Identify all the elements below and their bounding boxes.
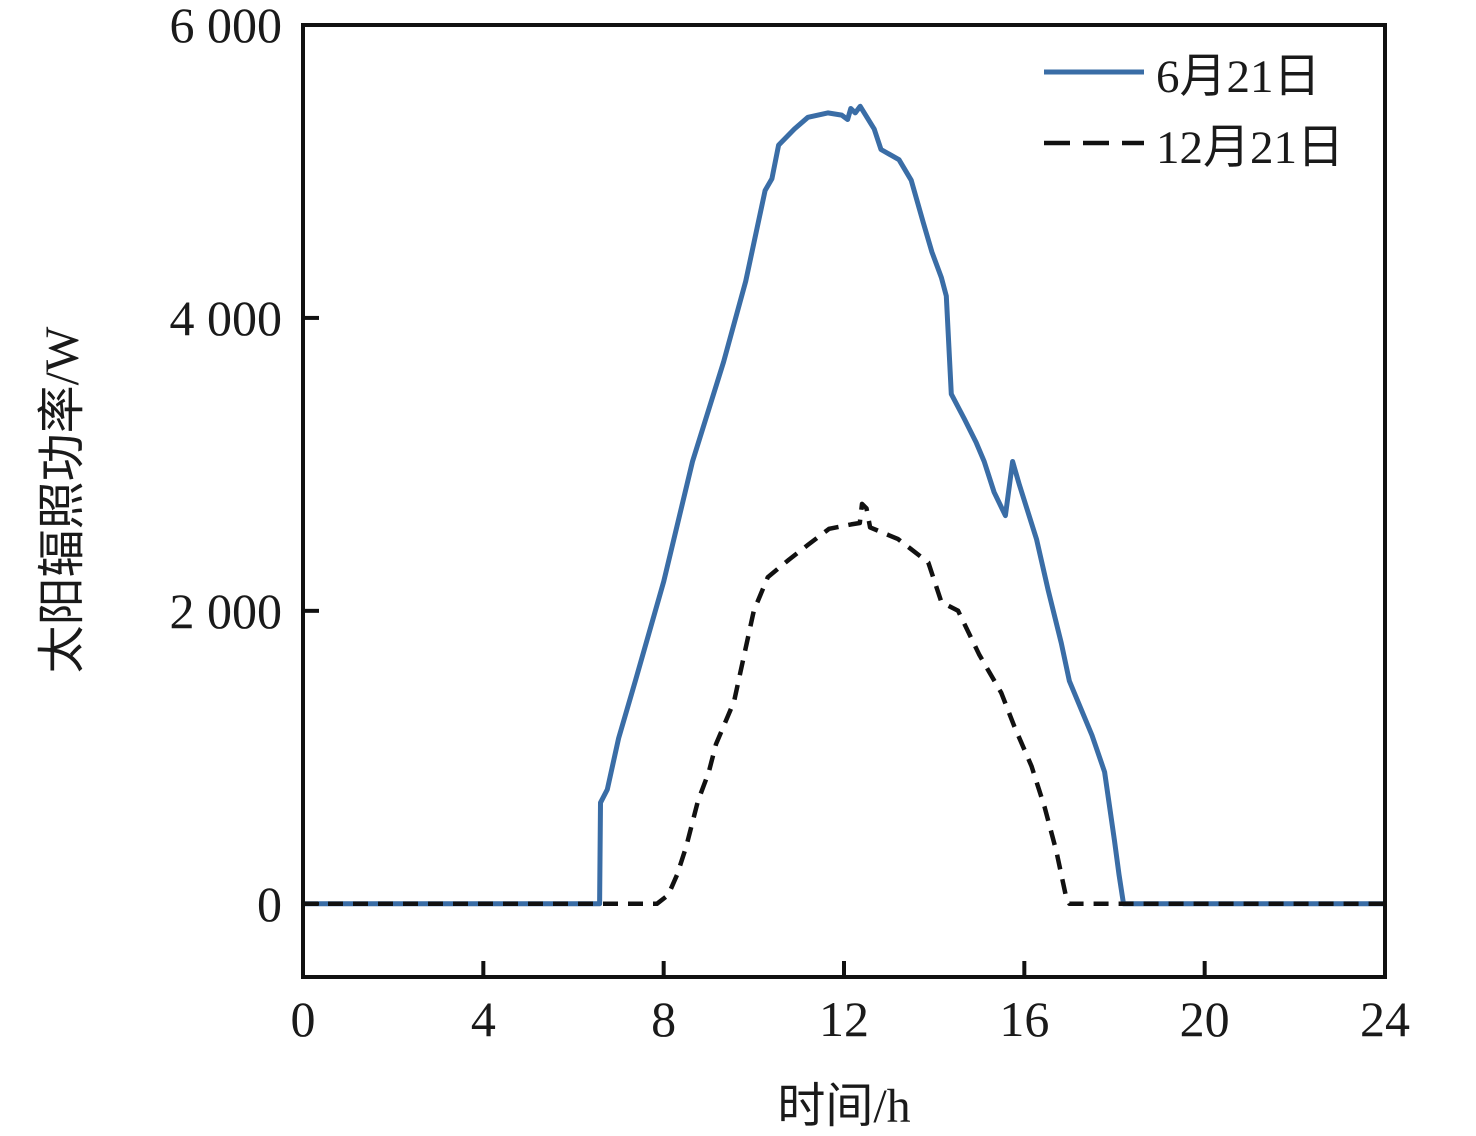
solid-line-icon: [1044, 69, 1144, 74]
legend-label-june21: 6月21日: [1156, 51, 1321, 103]
x-tick-label-16: 16: [999, 991, 1049, 1047]
legend: 6月21日 12月21日: [1044, 36, 1344, 178]
y-tick-label-2000: 2 000: [170, 583, 283, 639]
series-line-1: [303, 501, 1385, 907]
legend-item-june21: 6月21日: [1044, 36, 1344, 107]
y-axis-title: 太阳辐照功率/W: [36, 326, 89, 674]
x-tick-label-0: 0: [291, 991, 316, 1047]
y-tick-label-6000: 6 000: [170, 0, 283, 53]
x-tick-label-24: 24: [1360, 991, 1410, 1047]
series-line-0: [303, 103, 1385, 907]
legend-item-dec21: 12月21日: [1044, 107, 1344, 178]
x-tick-label-4: 4: [471, 991, 496, 1047]
y-tick-label-0: 0: [257, 876, 282, 932]
x-axis-title: 时间/h: [777, 1080, 911, 1133]
x-tick-label-20: 20: [1180, 991, 1230, 1047]
y-tick-label-4000: 4 000: [170, 290, 283, 346]
x-tick-label-8: 8: [651, 991, 676, 1047]
x-tick-label-12: 12: [819, 991, 869, 1047]
legend-label-dec21: 12月21日: [1156, 122, 1344, 174]
dashed-line-icon: [1044, 140, 1144, 145]
